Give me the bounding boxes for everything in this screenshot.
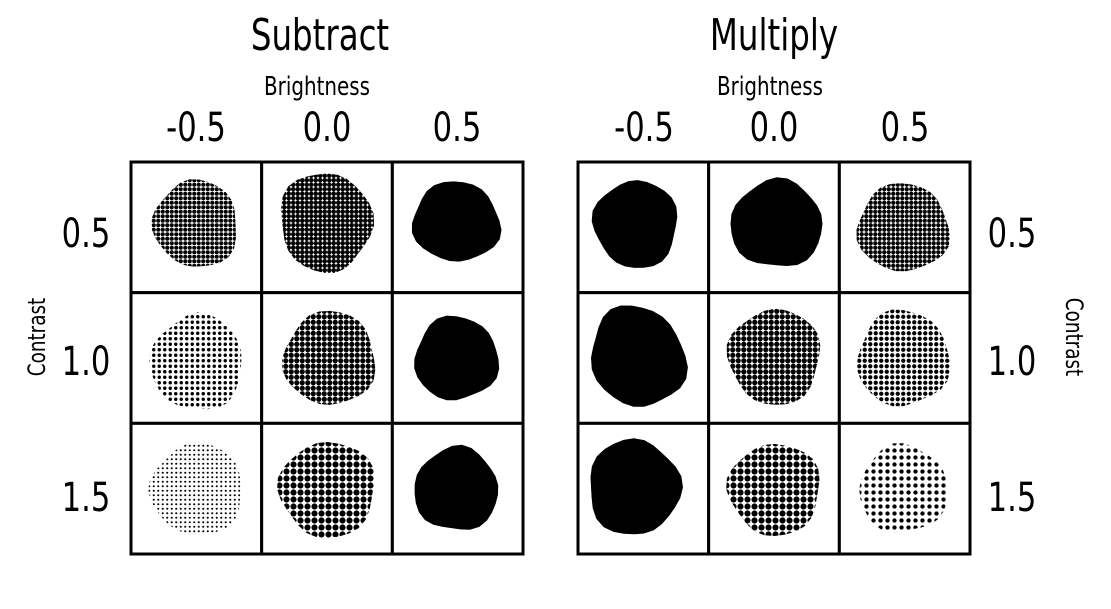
halftone-blob: [591, 305, 688, 407]
halftone-blob: [590, 438, 683, 535]
subtract-brightness-tick: 0.5: [432, 105, 482, 151]
subtract-contrast-tick: 1.5: [61, 475, 111, 521]
halftone-blob: [148, 441, 241, 534]
halftone-blob: [726, 444, 820, 536]
halftone-blob: [281, 173, 375, 273]
subtract-contrast-tick: 0.5: [61, 211, 111, 257]
halftone-blob: [726, 308, 821, 405]
subtract-brightness-label: Brightness: [264, 72, 370, 102]
subtract-grid: [129, 160, 525, 556]
halftone-blob: [859, 443, 948, 533]
multiply-contrast-tick: 1.5: [987, 475, 1037, 521]
subtract-panel-title: Subtract: [250, 10, 390, 61]
multiply-panel-title: Multiply: [709, 10, 839, 61]
multiply-contrast-tick: 0.5: [987, 211, 1037, 257]
contrast-label-left: Contrast: [23, 297, 51, 377]
subtract-contrast-tick: 1.0: [61, 339, 111, 385]
multiply-contrast-tick: 1.0: [987, 339, 1037, 385]
halftone-blob: [277, 442, 375, 538]
halftone-blob: [151, 179, 236, 267]
multiply-grid: [576, 160, 972, 556]
halftone-blob: [282, 310, 376, 405]
halftone-blob: [591, 180, 678, 268]
halftone-blob: [414, 315, 500, 401]
subtract-brightness-tick: -0.5: [166, 105, 226, 151]
multiply-brightness-tick: -0.5: [614, 105, 674, 151]
halftone-blob: [857, 309, 951, 407]
halftone-blob: [149, 312, 242, 410]
halftone-blob: [411, 181, 502, 262]
halftone-blob: [856, 183, 951, 272]
contrast-label-right: Contrast: [1060, 297, 1088, 377]
multiply-brightness-tick: 0.0: [749, 105, 799, 151]
multiply-brightness-label: Brightness: [717, 72, 823, 102]
halftone-blob: [414, 444, 499, 530]
subtract-brightness-tick: 0.0: [302, 105, 352, 151]
halftone-blob: [730, 177, 823, 266]
multiply-brightness-tick: 0.5: [880, 105, 930, 151]
